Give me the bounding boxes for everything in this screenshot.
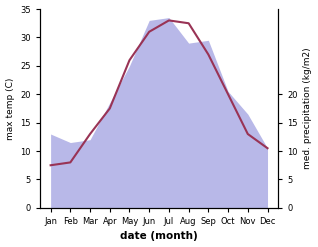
- X-axis label: date (month): date (month): [120, 231, 198, 242]
- Y-axis label: med. precipitation (kg/m2): med. precipitation (kg/m2): [303, 48, 313, 169]
- Y-axis label: max temp (C): max temp (C): [5, 77, 15, 140]
